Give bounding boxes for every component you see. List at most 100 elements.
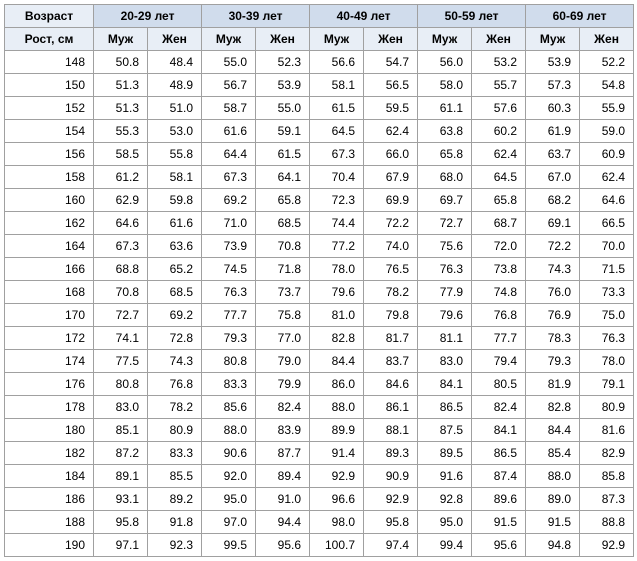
value-cell: 72.8 [148,327,202,350]
value-cell: 60.3 [526,97,580,120]
sex-f-3: Жен [472,28,526,51]
table-row: 15658.555.864.461.567.366.065.862.463.76… [5,143,634,166]
value-cell: 55.7 [472,74,526,97]
value-cell: 67.9 [364,166,418,189]
table-row: 18693.189.295.091.096.692.992.889.689.08… [5,488,634,511]
value-cell: 77.0 [256,327,310,350]
value-cell: 61.2 [94,166,148,189]
value-cell: 51.0 [148,97,202,120]
value-cell: 84.4 [526,419,580,442]
value-cell: 95.0 [202,488,256,511]
value-cell: 91.5 [526,511,580,534]
height-label-cell: Рост, см [5,28,94,51]
age-group-0: 20-29 лет [94,5,202,28]
value-cell: 80.9 [148,419,202,442]
value-cell: 89.1 [94,465,148,488]
value-cell: 97.1 [94,534,148,557]
value-cell: 80.9 [580,396,634,419]
value-cell: 85.6 [202,396,256,419]
value-cell: 59.5 [364,97,418,120]
value-cell: 67.0 [526,166,580,189]
value-cell: 79.6 [418,304,472,327]
value-cell: 79.8 [364,304,418,327]
value-cell: 84.6 [364,373,418,396]
table-row: 17072.769.277.775.881.079.879.676.876.97… [5,304,634,327]
value-cell: 92.0 [202,465,256,488]
height-cell: 178 [5,396,94,419]
age-group-4: 60-69 лет [526,5,634,28]
height-cell: 174 [5,350,94,373]
value-cell: 68.0 [418,166,472,189]
value-cell: 70.8 [256,235,310,258]
sex-m-0: Муж [94,28,148,51]
table-row: 16062.959.869.265.872.369.969.765.868.26… [5,189,634,212]
value-cell: 81.6 [580,419,634,442]
value-cell: 58.7 [202,97,256,120]
sex-f-0: Жен [148,28,202,51]
value-cell: 52.3 [256,51,310,74]
value-cell: 55.9 [580,97,634,120]
height-cell: 148 [5,51,94,74]
table-row: 18287.283.390.687.791.489.389.586.585.48… [5,442,634,465]
value-cell: 52.2 [580,51,634,74]
value-cell: 76.5 [364,258,418,281]
value-cell: 53.2 [472,51,526,74]
value-cell: 93.1 [94,488,148,511]
height-cell: 166 [5,258,94,281]
value-cell: 85.8 [580,465,634,488]
table-row: 17883.078.285.682.488.086.186.582.482.88… [5,396,634,419]
value-cell: 53.9 [526,51,580,74]
value-cell: 94.8 [526,534,580,557]
value-cell: 83.3 [202,373,256,396]
value-cell: 72.2 [526,235,580,258]
value-cell: 63.7 [526,143,580,166]
table-row: 19097.192.399.595.6100.797.499.495.694.8… [5,534,634,557]
value-cell: 81.0 [310,304,364,327]
value-cell: 58.5 [94,143,148,166]
value-cell: 89.0 [526,488,580,511]
value-cell: 57.3 [526,74,580,97]
value-cell: 58.1 [310,74,364,97]
value-cell: 92.8 [418,488,472,511]
value-cell: 59.0 [580,120,634,143]
sex-m-2: Муж [310,28,364,51]
height-cell: 164 [5,235,94,258]
table-row: 18489.185.592.089.492.990.991.687.488.08… [5,465,634,488]
value-cell: 64.5 [472,166,526,189]
table-row: 16870.868.576.373.779.678.277.974.876.07… [5,281,634,304]
value-cell: 79.0 [256,350,310,373]
value-cell: 92.9 [580,534,634,557]
value-cell: 67.3 [94,235,148,258]
value-cell: 74.1 [94,327,148,350]
value-cell: 62.4 [472,143,526,166]
value-cell: 83.3 [148,442,202,465]
value-cell: 51.3 [94,97,148,120]
value-cell: 79.9 [256,373,310,396]
height-cell: 190 [5,534,94,557]
value-cell: 74.3 [148,350,202,373]
value-cell: 82.9 [580,442,634,465]
value-cell: 68.5 [148,281,202,304]
height-cell: 182 [5,442,94,465]
value-cell: 95.8 [364,511,418,534]
height-cell: 154 [5,120,94,143]
value-cell: 70.8 [94,281,148,304]
value-cell: 86.0 [310,373,364,396]
sex-f-1: Жен [256,28,310,51]
value-cell: 76.9 [526,304,580,327]
value-cell: 77.7 [472,327,526,350]
value-cell: 91.4 [310,442,364,465]
value-cell: 88.0 [526,465,580,488]
value-cell: 91.6 [418,465,472,488]
value-cell: 64.4 [202,143,256,166]
table-row: 15251.351.058.755.061.559.561.157.660.35… [5,97,634,120]
value-cell: 83.9 [256,419,310,442]
value-cell: 55.0 [202,51,256,74]
value-cell: 95.0 [418,511,472,534]
value-cell: 65.8 [418,143,472,166]
value-cell: 64.6 [94,212,148,235]
value-cell: 95.6 [472,534,526,557]
value-cell: 67.3 [310,143,364,166]
value-cell: 69.2 [148,304,202,327]
value-cell: 65.2 [148,258,202,281]
